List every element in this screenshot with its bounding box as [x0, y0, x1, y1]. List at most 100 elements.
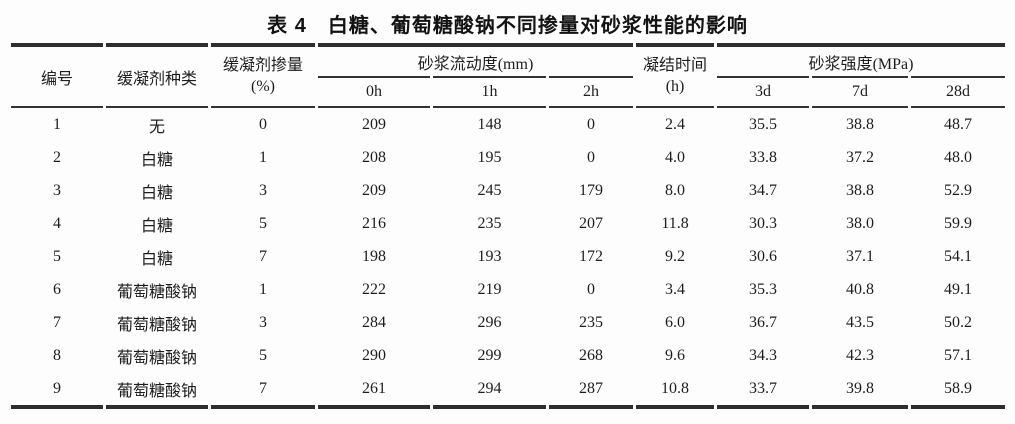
table-row: 4 白糖 5 216 235 207 11.8 30.3 38.0 59.9: [11, 207, 1005, 240]
cell-setting-time: 9.6: [665, 346, 686, 364]
cell-retarder-dosage: 1: [259, 148, 267, 166]
cell-fluidity-2h: 0: [587, 280, 595, 298]
cell-fluidity-0h: 198: [362, 247, 386, 265]
table-header: 编号 缓凝剂种类 缓凝剂掺量 (%) 砂浆流动度(mm) 凝结时间 (h) 砂浆…: [11, 43, 1006, 108]
col-header-setting-time: 凝结时间 (h): [636, 43, 715, 108]
cell-fluidity-0h: 216: [362, 214, 386, 232]
cell-fluidity-1h: 219: [477, 280, 502, 298]
cell-retarder-type: 白糖: [140, 151, 173, 169]
cell-strength-28d: 52.9: [944, 181, 973, 199]
cell-fluidity-0h: 209: [362, 181, 386, 199]
cell-retarder-dosage: 0: [259, 115, 267, 133]
cell-strength-7d: 38.8: [846, 115, 875, 133]
cell-retarder-type: 白糖: [140, 250, 173, 268]
cell-strength-28d: 54.1: [944, 247, 973, 265]
cell-id: 8: [53, 346, 61, 364]
cell-id: 2: [53, 148, 61, 166]
cell-retarder-dosage: 7: [259, 247, 267, 265]
cell-strength-7d: 37.2: [846, 148, 875, 166]
col-header-id: 编号: [11, 43, 103, 108]
cell-strength-28d: 59.9: [944, 214, 973, 232]
table-row: 2 白糖 1 208 195 0 4.0 33.8 37.2 48.0: [11, 141, 1005, 174]
col-header-setting-time-line1: 凝结时间: [643, 57, 708, 75]
col-header-strength-3d: 3d: [717, 76, 810, 108]
cell-strength-3d: 35.3: [749, 280, 778, 298]
cell-retarder-dosage: 7: [211, 372, 315, 409]
cell-setting-time: 11.8: [661, 214, 689, 232]
header-row-subcolumns: 0h 1h 2h 3d 7d 28d: [11, 76, 1006, 108]
cell-id: 3: [53, 181, 61, 199]
col-header-strength-28d: 28d: [911, 76, 1006, 108]
cell-fluidity-2h: 287: [549, 372, 634, 409]
table-row: 5 白糖 7 198 193 172 9.2 30.6 37.1 54.1: [11, 240, 1005, 273]
cell-setting-time: 6.0: [665, 313, 686, 331]
cell-strength-7d: 40.8: [846, 280, 875, 298]
cell-fluidity-1h: 245: [477, 181, 502, 199]
col-group-fluidity: 砂浆流动度(mm): [318, 43, 634, 76]
cell-strength-28d: 49.1: [944, 280, 973, 298]
cell-id: 9: [11, 372, 103, 409]
cell-strength-28d: 58.9: [911, 372, 1006, 409]
cell-fluidity-2h: 0: [587, 115, 595, 133]
col-header-fluidity-2h: 2h: [549, 76, 634, 108]
cell-strength-3d: 34.7: [749, 181, 778, 199]
cell-retarder-type: 葡萄糖酸钠: [116, 349, 197, 367]
cell-fluidity-2h: 0: [587, 148, 595, 166]
cell-retarder-dosage: 5: [259, 346, 267, 364]
col-header-strength-7d: 7d: [812, 76, 909, 108]
cell-fluidity-1h: 195: [477, 148, 502, 166]
cell-fluidity-0h: 284: [362, 313, 386, 331]
header-row-groups: 编号 缓凝剂种类 缓凝剂掺量 (%) 砂浆流动度(mm) 凝结时间 (h) 砂浆…: [11, 43, 1006, 108]
cell-fluidity-1h: 294: [433, 372, 546, 409]
table-row: 8 葡萄糖酸钠 5 290 299 268 9.6 34.3 42.3 57.1: [11, 339, 1005, 372]
cell-strength-28d: 50.2: [944, 313, 973, 331]
cell-strength-7d: 42.3: [846, 346, 875, 364]
cell-retarder-type: 葡萄糖酸钠: [106, 372, 208, 409]
cell-fluidity-0h: 209: [362, 115, 386, 133]
cell-strength-3d: 30.3: [749, 214, 778, 232]
cell-strength-3d: 34.3: [749, 346, 778, 364]
cell-fluidity-1h: 235: [477, 214, 502, 232]
cell-setting-time: 9.2: [665, 247, 686, 265]
cell-fluidity-1h: 148: [477, 115, 502, 133]
cell-retarder-type: 葡萄糖酸钠: [116, 283, 197, 301]
col-header-fluidity-1h: 1h: [433, 76, 546, 108]
col-header-retarder-dosage-line1: 缓凝剂掺量: [222, 57, 303, 75]
cell-setting-time: 3.4: [665, 280, 686, 298]
cell-fluidity-2h: 207: [579, 214, 603, 232]
table-row: 1 无 0 209 148 0 2.4 35.5 38.8 48.7: [11, 108, 1005, 141]
cell-strength-3d: 30.6: [749, 247, 778, 265]
table-row: 3 白糖 3 209 245 179 8.0 34.7 38.8 52.9: [11, 174, 1005, 207]
cell-retarder-type: 白糖: [140, 184, 173, 202]
cell-strength-7d: 38.0: [846, 214, 875, 232]
cell-strength-7d: 39.8: [812, 372, 909, 409]
table-row: 7 葡萄糖酸钠 3 284 296 235 6.0 36.7 43.5 50.2: [11, 306, 1005, 339]
cell-id: 6: [53, 280, 61, 298]
cell-retarder-dosage: 1: [259, 280, 267, 298]
cell-fluidity-0h: 290: [362, 346, 386, 364]
cell-setting-time: 8.0: [665, 181, 686, 199]
cell-fluidity-2h: 172: [579, 247, 603, 265]
cell-fluidity-2h: 235: [579, 313, 603, 331]
cell-fluidity-1h: 193: [477, 247, 502, 265]
col-header-setting-time-line2: (h): [665, 77, 685, 95]
cell-strength-7d: 43.5: [846, 313, 875, 331]
cell-id: 5: [53, 247, 61, 265]
cell-fluidity-1h: 299: [477, 346, 502, 364]
cell-strength-3d: 35.5: [749, 115, 778, 133]
cell-strength-28d: 48.0: [944, 148, 973, 166]
cell-fluidity-2h: 268: [579, 346, 603, 364]
cell-id: 1: [53, 115, 61, 133]
cell-strength-3d: 36.7: [749, 313, 778, 331]
cell-strength-28d: 57.1: [944, 346, 973, 364]
table-row: 9 葡萄糖酸钠 7 261 294 287 10.8 33.7 39.8 58.…: [11, 372, 1006, 409]
cell-fluidity-0h: 222: [362, 280, 386, 298]
cell-strength-3d: 33.8: [749, 148, 778, 166]
cell-strength-28d: 48.7: [944, 115, 973, 133]
cell-id: 7: [53, 313, 61, 331]
cell-retarder-dosage: 3: [259, 181, 267, 199]
col-group-strength: 砂浆强度(MPa): [717, 43, 1006, 76]
cell-fluidity-1h: 296: [477, 313, 502, 331]
cell-strength-7d: 38.8: [846, 181, 875, 199]
